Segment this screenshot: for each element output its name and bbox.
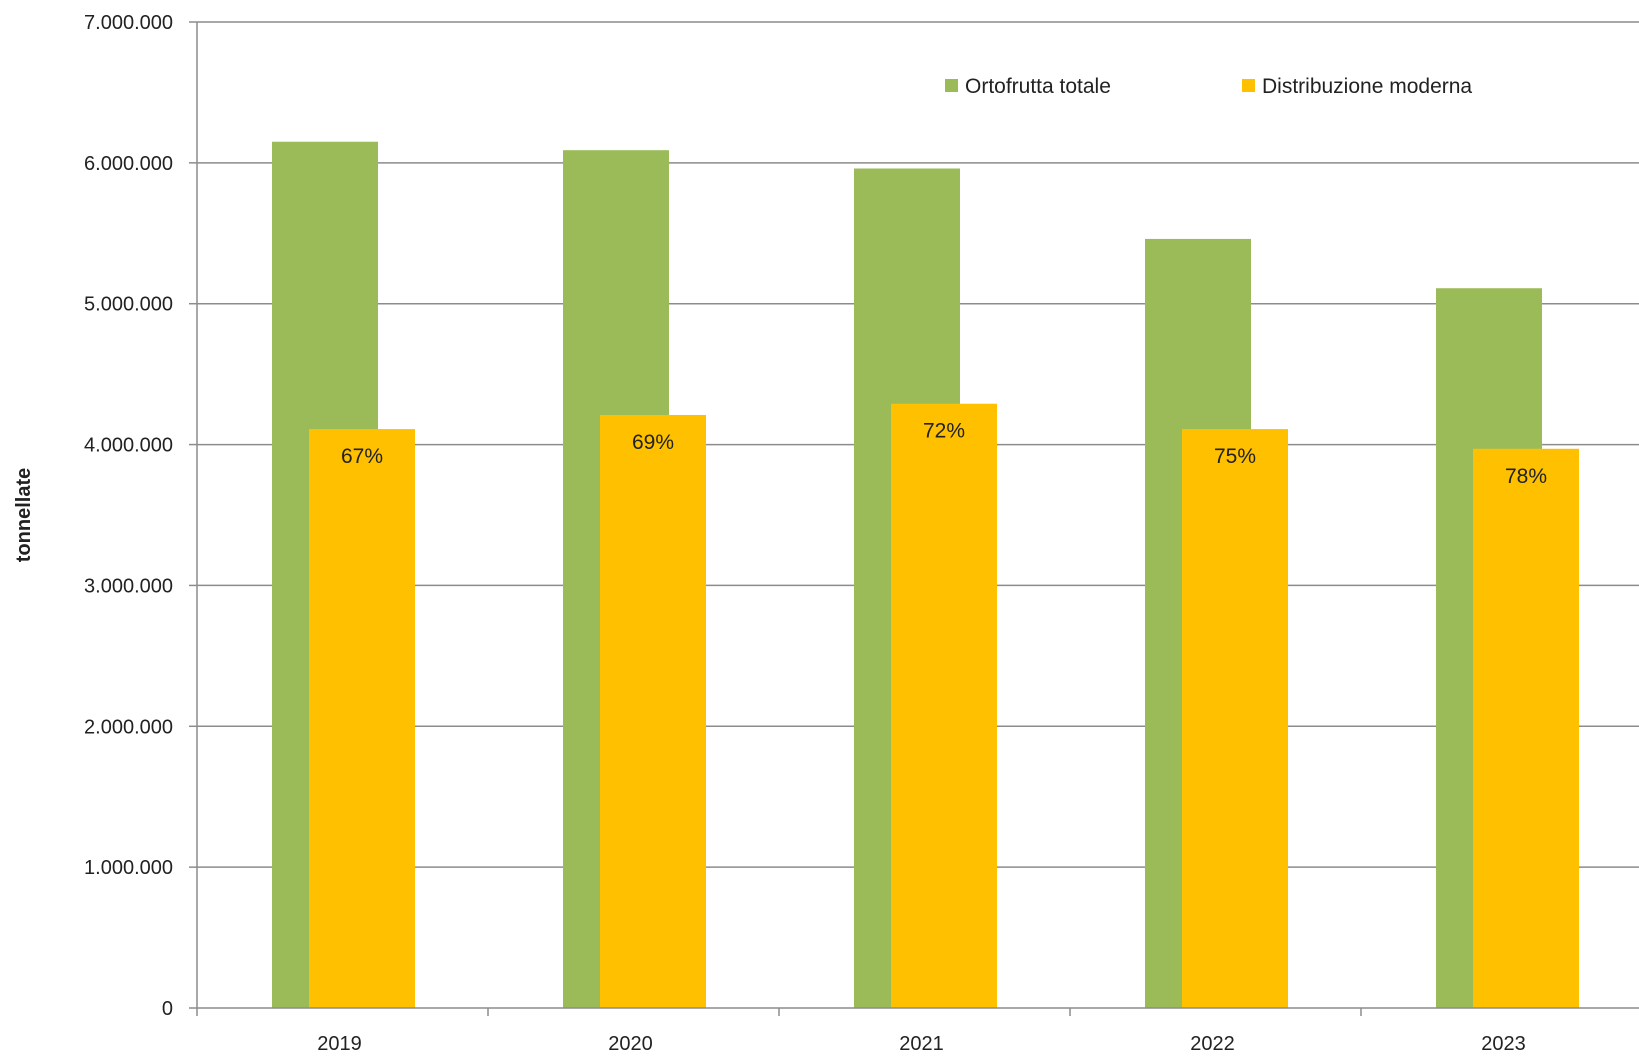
bar-distribuzione-moderna <box>1473 448 1579 1009</box>
data-label: 75% <box>1214 445 1256 468</box>
bar-distribuzione-moderna <box>600 414 706 1008</box>
x-tick-label: 2020 <box>608 1033 653 1055</box>
bar-distribuzione-moderna <box>891 403 997 1008</box>
y-tick-label: 7.000.000 <box>84 12 173 34</box>
bar-distribuzione-moderna <box>309 429 415 1008</box>
data-label: 72% <box>923 420 965 443</box>
data-label: 69% <box>632 431 674 454</box>
y-tick-label: 3.000.000 <box>84 575 173 597</box>
y-tick-label: 4.000.000 <box>84 435 173 457</box>
y-tick-label: 6.000.000 <box>84 153 173 175</box>
data-label: 78% <box>1505 465 1547 488</box>
axes <box>189 21 1639 1016</box>
y-tick-label: 5.000.000 <box>84 294 173 316</box>
y-axis-title: tonnellate <box>13 468 35 562</box>
labels: 0 1.000.000 2.000.000 3.000.000 4.000.000 5.0… <box>13 12 1547 1055</box>
data-label: 67% <box>341 445 383 468</box>
x-tick-label: 2023 <box>1481 1033 1526 1055</box>
x-tick-label: 2019 <box>317 1033 362 1055</box>
bar-distribuzione-moderna <box>1182 429 1288 1008</box>
y-tick-label: 0 <box>162 998 173 1020</box>
bars <box>272 141 1579 1009</box>
legend-label: Distribuzione moderna <box>1262 75 1472 98</box>
x-tick-label: 2022 <box>1190 1033 1235 1055</box>
legend-swatch <box>945 79 958 92</box>
x-tick-label: 2021 <box>899 1033 944 1055</box>
legend: Ortofrutta totale Distribuzione moderna <box>945 75 1472 98</box>
legend-swatch <box>1242 79 1255 92</box>
y-tick-label: 1.000.000 <box>84 857 173 879</box>
y-tick-label: 2.000.000 <box>84 716 173 738</box>
legend-label: Ortofrutta totale <box>965 75 1111 98</box>
